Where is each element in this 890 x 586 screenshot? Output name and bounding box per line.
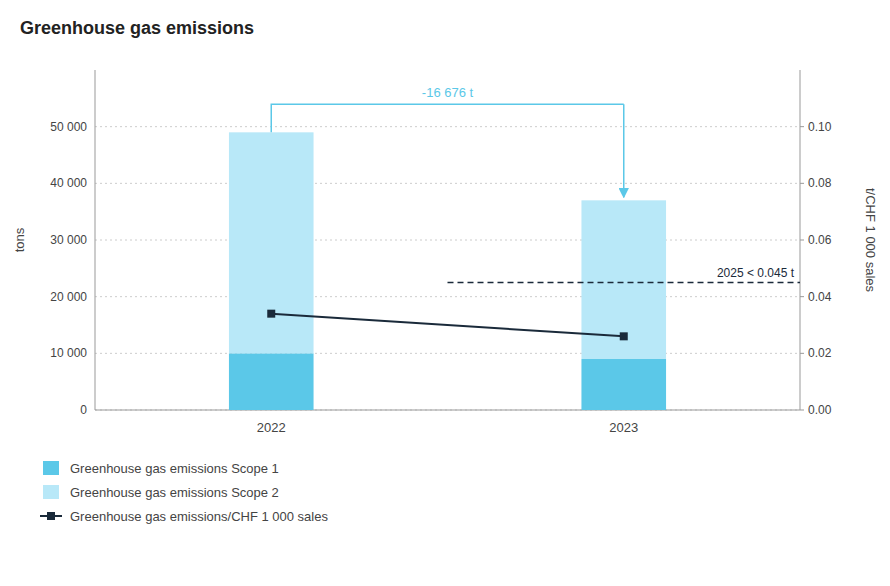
y-axis-label: tons bbox=[12, 227, 27, 252]
y2-tick bbox=[800, 353, 804, 354]
legend-label: Greenhouse gas emissions Scope 2 bbox=[70, 485, 279, 500]
grid-line bbox=[95, 296, 800, 297]
y2-tick bbox=[800, 410, 804, 411]
y2-tick-label: 0.00 bbox=[808, 403, 832, 417]
legend-swatch bbox=[47, 512, 55, 520]
x-axis-line bbox=[95, 410, 800, 411]
legend-swatch bbox=[43, 461, 59, 475]
grid-line bbox=[95, 240, 800, 241]
y-tick-label: 40 000 bbox=[50, 176, 87, 190]
bar bbox=[581, 359, 666, 410]
diff-label: -16 676 t bbox=[422, 85, 474, 100]
target-label: 2025 < 0.045 t bbox=[717, 266, 795, 280]
marks bbox=[229, 132, 800, 410]
y-axis-line bbox=[95, 70, 96, 410]
x-tick-label: 2023 bbox=[609, 420, 638, 435]
y-tick-label: 50 000 bbox=[50, 120, 87, 134]
line-marker bbox=[620, 332, 628, 340]
legend: Greenhouse gas emissions Scope 1 Greenhou… bbox=[40, 461, 328, 524]
line bbox=[271, 314, 624, 337]
legend-label: Greenhouse gas emissions Scope 1 bbox=[70, 461, 279, 476]
grid-line bbox=[95, 126, 800, 127]
y2-tick bbox=[800, 240, 804, 241]
target-line bbox=[448, 282, 801, 283]
chart: Greenhouse gas emissions 0 10 000 20 000 30 … bbox=[0, 0, 890, 586]
line-marker bbox=[267, 310, 275, 318]
y2-axis-line bbox=[800, 70, 801, 410]
y2-axis-label: t/CHF 1 000 sales bbox=[863, 188, 878, 293]
grid-line bbox=[95, 183, 800, 184]
x-tick-label: 2022 bbox=[257, 420, 286, 435]
y2-tick bbox=[800, 183, 804, 184]
grid bbox=[95, 127, 800, 410]
y2-tick-label: 0.04 bbox=[808, 290, 832, 304]
legend-label: Greenhouse gas emissions/CHF 1 000 sales bbox=[70, 509, 328, 524]
y2-tick bbox=[800, 296, 804, 297]
y2-tick-label: 0.10 bbox=[808, 120, 832, 134]
y-tick-label: 20 000 bbox=[50, 290, 87, 304]
grid-line bbox=[95, 410, 800, 411]
y2-tick-label: 0.06 bbox=[808, 233, 832, 247]
y2-tick bbox=[800, 126, 804, 127]
annotations: 2025 < 0.045 t -16 676 t bbox=[271, 85, 794, 279]
line-marks bbox=[267, 310, 628, 341]
grid-line bbox=[95, 353, 800, 354]
title: Greenhouse gas emissions bbox=[20, 18, 254, 38]
y2-tick-label: 0.02 bbox=[808, 346, 832, 360]
bracket-arrow bbox=[623, 104, 625, 197]
legend-swatch bbox=[43, 485, 59, 499]
bar bbox=[229, 353, 314, 410]
bar bbox=[229, 132, 314, 353]
y-tick-label: 0 bbox=[80, 403, 87, 417]
y-tick-label: 10 000 bbox=[50, 346, 87, 360]
bracket bbox=[271, 104, 624, 132]
y-tick-label: 30 000 bbox=[50, 233, 87, 247]
y2-tick-label: 0.08 bbox=[808, 176, 832, 190]
